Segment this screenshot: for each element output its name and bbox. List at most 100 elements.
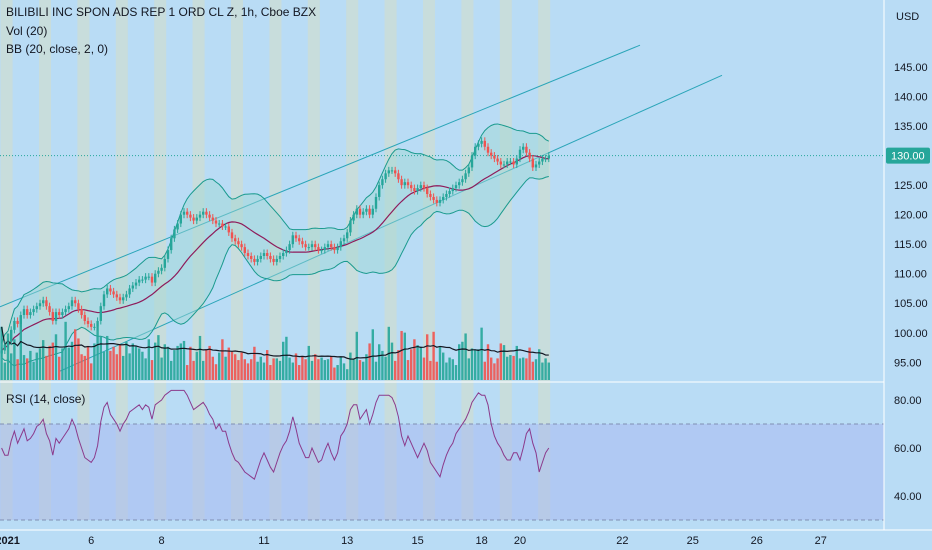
candle-body	[512, 161, 515, 165]
candle-body	[74, 300, 77, 304]
volume-bar	[38, 348, 42, 380]
session-stripe	[538, 0, 551, 520]
candle-body	[173, 229, 176, 239]
candle-body	[166, 250, 170, 259]
currency-label: USD	[896, 11, 919, 23]
volume-bar	[493, 363, 496, 380]
candle-body	[531, 158, 534, 168]
volume-bar	[432, 331, 435, 380]
volume-bar	[96, 326, 99, 380]
trend-channel[interactable]	[0, 44, 723, 372]
volume-bar	[51, 342, 54, 380]
candle-body	[13, 320, 16, 330]
candle-body	[109, 288, 112, 292]
candle-body	[237, 241, 240, 245]
volume-bar	[518, 358, 522, 380]
volume-bar	[134, 345, 138, 380]
volume-bar	[336, 365, 339, 380]
rsi-tick-label: 80.00	[894, 395, 922, 407]
volume-bar	[179, 343, 182, 380]
candle-body	[234, 238, 237, 242]
candle-body	[54, 312, 58, 321]
candle-body	[67, 306, 70, 310]
candle-body	[64, 309, 67, 313]
candle-body	[371, 208, 374, 215]
candle-body	[10, 329, 13, 342]
volume-bar	[150, 360, 154, 380]
symbol-title[interactable]: BILIBILI INC SPON ADS REP 1 ORD CL Z, 1h…	[6, 5, 317, 19]
candle-body	[346, 232, 349, 239]
candle-body	[432, 196, 435, 200]
price-axis[interactable]: 95.00 100.00 105.00 110.00 115.00 120.00 125.0…	[883, 0, 932, 550]
volume-bar	[102, 351, 106, 380]
volume-bar	[365, 354, 368, 380]
volume-bar	[186, 365, 189, 380]
channel-lower	[59, 74, 723, 372]
volume-bar	[269, 365, 272, 380]
candle-body	[186, 211, 189, 215]
candle-body	[266, 253, 269, 256]
candle-body	[285, 250, 288, 254]
candle-body	[80, 309, 83, 316]
volume-bar	[170, 360, 173, 380]
last-price-label: 130.00	[891, 151, 925, 163]
candle-body	[83, 315, 86, 321]
rsi-pane	[1, 389, 550, 481]
volume-bar	[86, 345, 90, 380]
volume-bar	[166, 346, 170, 380]
volume-bar	[138, 348, 141, 380]
candle-body	[192, 217, 195, 221]
bb-legend[interactable]: BB (20, close, 2, 0)	[6, 42, 109, 56]
volume-legend[interactable]: Vol (20)	[6, 24, 48, 38]
volume-bar	[237, 360, 240, 380]
time-tick-label: 20	[514, 535, 526, 547]
candle-body	[243, 247, 246, 254]
candle-body	[125, 294, 128, 298]
volume-bar	[112, 346, 115, 380]
rsi-legend[interactable]: RSI (14, close)	[6, 392, 86, 406]
volume-bar	[13, 339, 16, 380]
candles[interactable]	[0, 137, 884, 357]
candle-body	[157, 270, 160, 274]
candle-body	[29, 312, 32, 316]
volume-bar	[240, 352, 243, 380]
volume-bar	[118, 345, 122, 380]
candle-body	[141, 279, 144, 281]
volume-bar	[278, 360, 282, 380]
candle-body	[461, 179, 464, 183]
time-tick-label: 6	[88, 535, 94, 547]
volume-bar	[29, 350, 32, 380]
candle-body	[93, 326, 96, 328]
volume-bar	[326, 359, 330, 380]
volume-bar	[67, 347, 70, 380]
time-axis[interactable]: 2021 6 8 11 13 15 18 20 22 25 26 27	[0, 529, 932, 547]
volume-bar	[419, 346, 422, 380]
candle-body	[349, 220, 352, 233]
candle-body	[16, 320, 19, 324]
candle-body	[122, 297, 125, 301]
volume-bar	[486, 344, 490, 380]
volume-bar	[499, 343, 502, 380]
volume-bar	[16, 359, 19, 380]
volume-bar	[80, 354, 83, 380]
price-tick-label: 125.00	[894, 180, 928, 192]
bb-upper	[1, 123, 550, 344]
time-tick-label: 26	[751, 535, 763, 547]
volume-bar	[253, 346, 256, 380]
volume-bar	[509, 355, 512, 380]
volume-bar	[3, 362, 6, 380]
volume-bar	[272, 358, 275, 380]
candle-body	[400, 179, 403, 186]
candle-body	[269, 256, 272, 259]
candle-body	[464, 173, 467, 180]
volume-bar	[83, 355, 86, 380]
candle-body	[176, 223, 179, 230]
candle-body	[160, 267, 163, 271]
candle-body	[394, 170, 397, 174]
volume-bar	[314, 354, 317, 380]
candle-body	[493, 155, 496, 159]
candle-body	[6, 341, 10, 345]
candle-body	[413, 188, 416, 192]
candle-body	[502, 164, 506, 166]
